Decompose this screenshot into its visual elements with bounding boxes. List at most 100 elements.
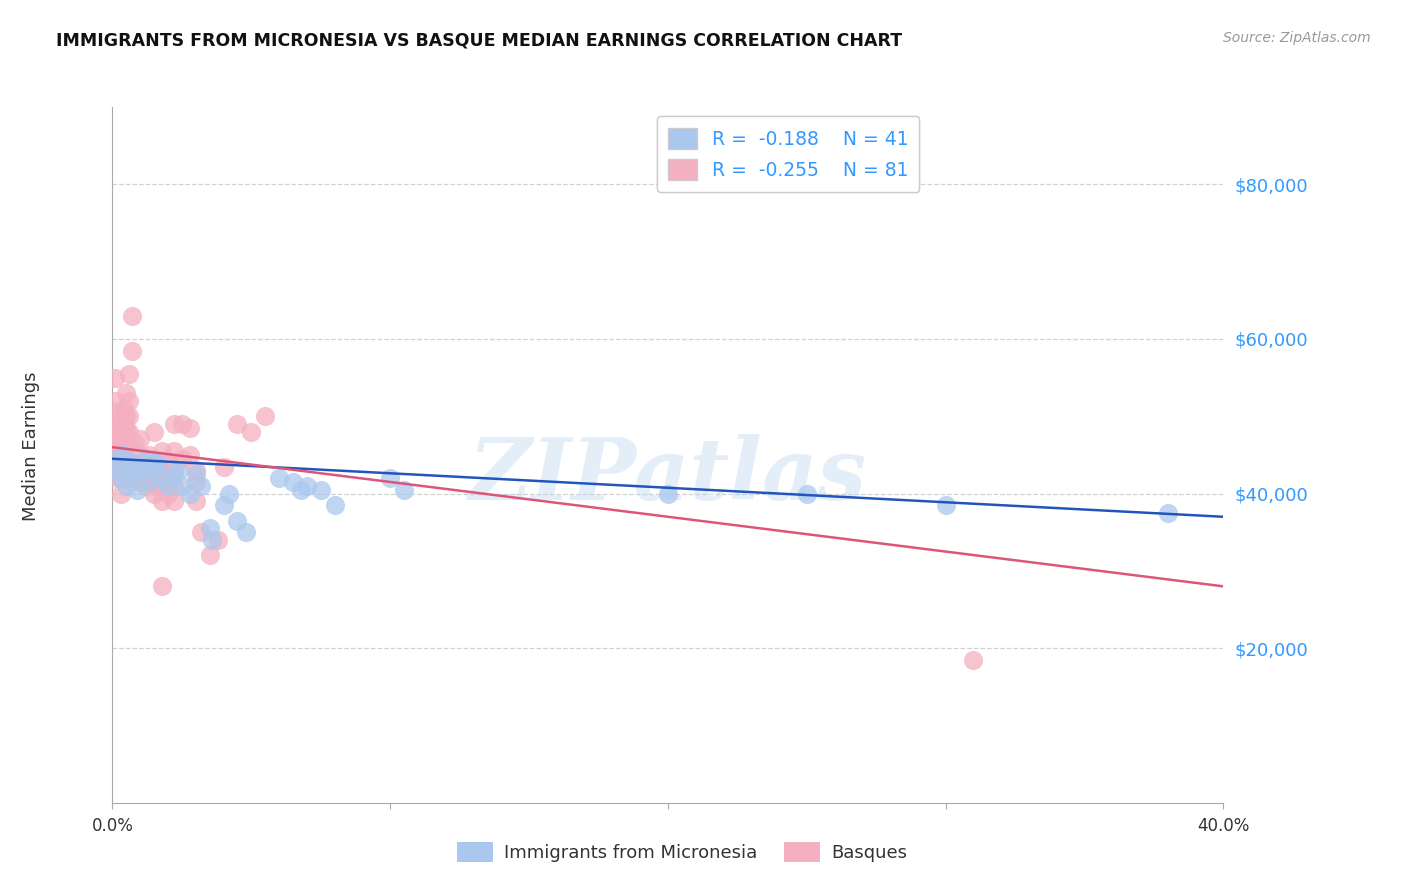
Point <box>127 471 149 485</box>
Point <box>141 456 163 470</box>
Point <box>179 448 201 462</box>
Point <box>121 456 143 470</box>
Point <box>129 433 152 447</box>
Point <box>226 417 249 431</box>
Point <box>934 498 956 512</box>
Point <box>323 498 346 512</box>
Point <box>129 475 152 489</box>
Point <box>179 486 201 500</box>
Point <box>796 486 818 500</box>
Point <box>157 471 180 485</box>
Point <box>112 417 135 431</box>
Point <box>184 475 207 489</box>
Point <box>170 451 193 466</box>
Point <box>107 451 129 466</box>
Point <box>240 425 263 439</box>
Point <box>212 498 235 512</box>
Point <box>112 448 135 462</box>
Point <box>162 463 184 477</box>
Point <box>110 440 132 454</box>
Point <box>152 479 174 493</box>
Point <box>118 456 141 470</box>
Point <box>152 494 174 508</box>
Point <box>124 467 146 482</box>
Point <box>118 436 141 450</box>
Point <box>167 463 190 477</box>
Point <box>143 425 166 439</box>
Point <box>112 456 135 470</box>
Point <box>152 471 174 485</box>
Point <box>212 459 235 474</box>
Point <box>107 440 129 454</box>
Point <box>184 494 207 508</box>
Point <box>290 483 312 497</box>
Point <box>267 471 291 485</box>
Point <box>110 409 132 424</box>
Point <box>179 421 201 435</box>
Point <box>207 533 229 547</box>
Point <box>1156 506 1178 520</box>
Point <box>135 463 157 477</box>
Point <box>962 653 984 667</box>
Point <box>118 393 141 408</box>
Text: ZIPatlas: ZIPatlas <box>468 434 868 517</box>
Point <box>107 433 129 447</box>
Point <box>110 425 132 439</box>
Text: IMMIGRANTS FROM MICRONESIA VS BASQUE MEDIAN EARNINGS CORRELATION CHART: IMMIGRANTS FROM MICRONESIA VS BASQUE MED… <box>56 31 903 49</box>
Point <box>115 471 138 485</box>
Point <box>392 483 415 497</box>
Point <box>124 436 146 450</box>
Point <box>121 343 143 358</box>
Point <box>112 433 135 447</box>
Point <box>157 456 180 470</box>
Point <box>115 440 138 454</box>
Point <box>129 463 152 477</box>
Legend: Immigrants from Micronesia, Basques: Immigrants from Micronesia, Basques <box>450 835 914 870</box>
Text: Source: ZipAtlas.com: Source: ZipAtlas.com <box>1223 31 1371 45</box>
Point <box>184 463 207 477</box>
Point <box>143 459 166 474</box>
Point <box>235 525 257 540</box>
Point <box>112 401 135 416</box>
Point <box>162 494 184 508</box>
Point <box>135 451 157 466</box>
Point <box>146 479 169 493</box>
Point <box>162 444 184 458</box>
Point <box>201 533 224 547</box>
Point <box>152 463 174 477</box>
Point <box>254 409 277 424</box>
Point <box>107 417 129 431</box>
Point <box>104 370 127 384</box>
Point <box>104 405 127 419</box>
Point <box>110 471 132 485</box>
Legend: R =  -0.188    N = 41, R =  -0.255    N = 81: R = -0.188 N = 41, R = -0.255 N = 81 <box>657 117 920 192</box>
Point <box>143 486 166 500</box>
Point <box>129 463 152 477</box>
Point <box>146 463 169 477</box>
Point <box>127 483 149 497</box>
Point <box>124 456 146 470</box>
Point <box>146 456 169 470</box>
Point <box>115 479 138 493</box>
Point <box>152 579 174 593</box>
Point <box>162 467 184 482</box>
Point <box>115 421 138 435</box>
Point <box>110 486 132 500</box>
Point <box>107 456 129 470</box>
Point <box>104 393 127 408</box>
Point <box>657 486 679 500</box>
Point <box>281 475 304 489</box>
Point <box>115 456 138 470</box>
Point <box>118 425 141 439</box>
Point <box>104 463 127 477</box>
Point <box>118 367 141 381</box>
Point <box>104 425 127 439</box>
Point <box>162 417 184 431</box>
Point <box>380 471 402 485</box>
Point <box>118 409 141 424</box>
Point <box>226 514 249 528</box>
Point <box>170 479 193 493</box>
Point <box>135 479 157 493</box>
Point <box>115 386 138 401</box>
Point <box>143 471 166 485</box>
